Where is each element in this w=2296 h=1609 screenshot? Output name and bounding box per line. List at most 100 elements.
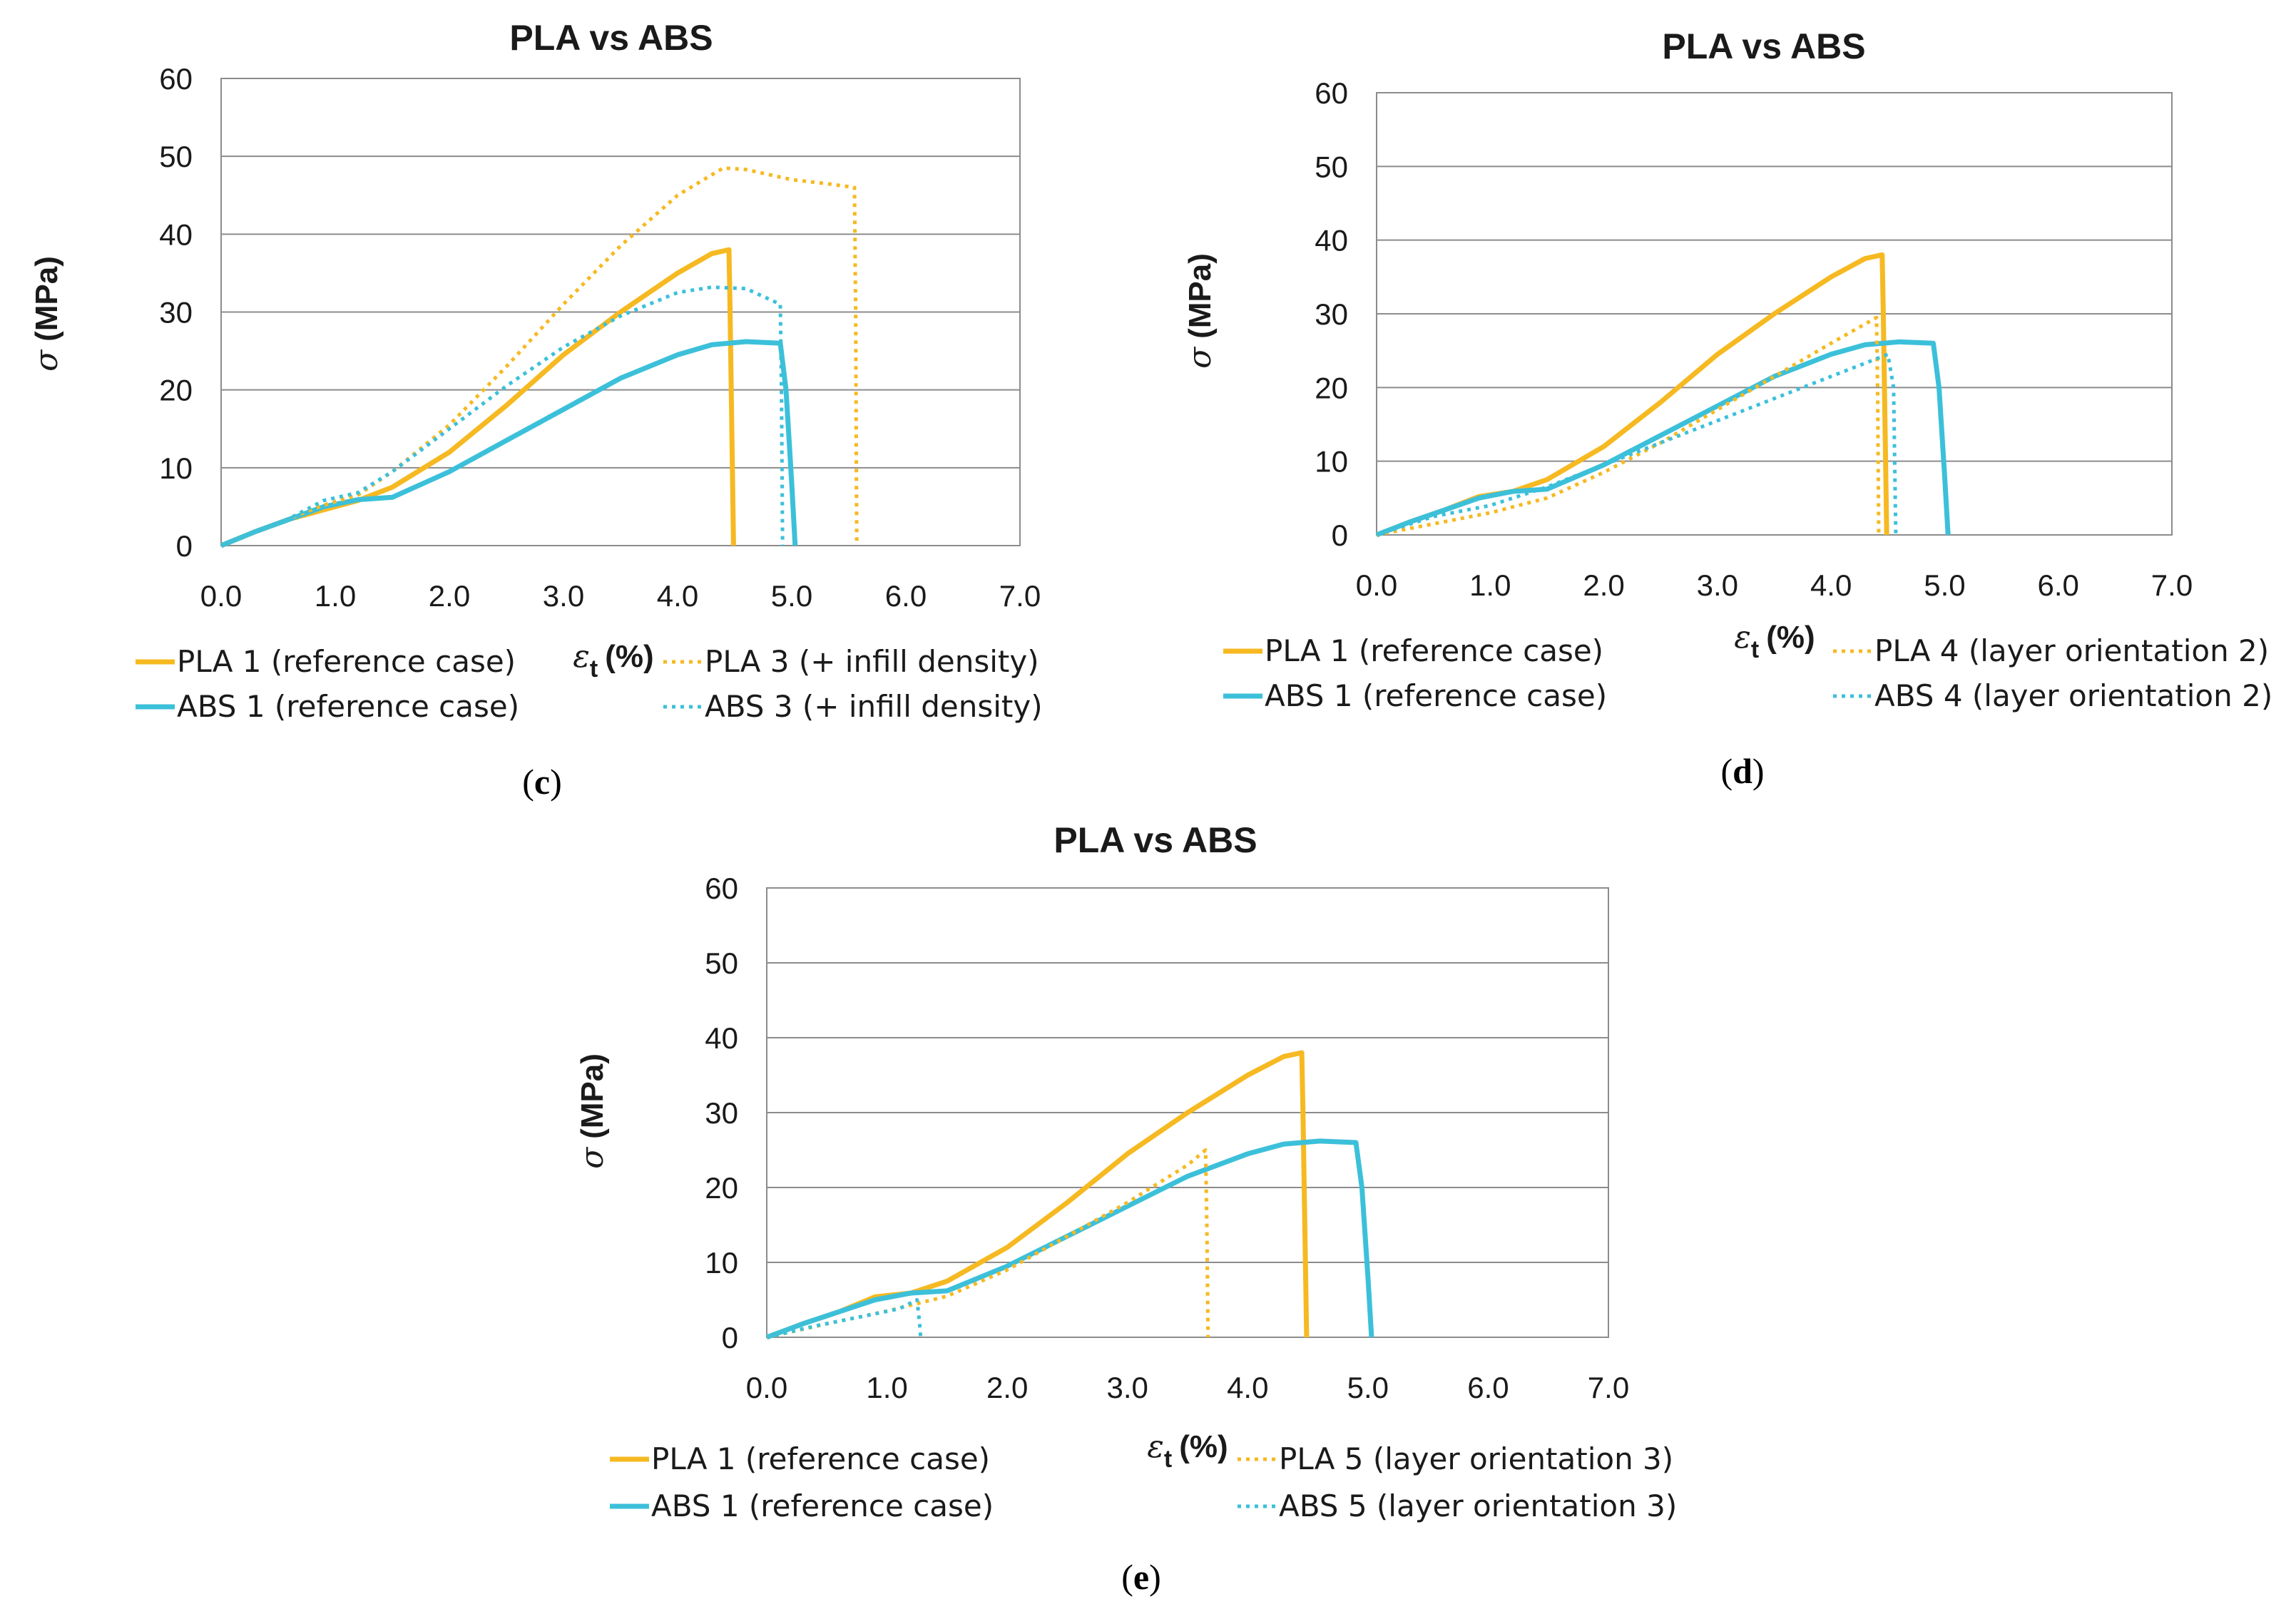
legend-label: PLA 5 (layer orientation 3) [1279,1441,1673,1476]
y-tick-label: 40 [159,218,193,251]
legend-item: ABS 1 (reference case) [136,689,519,724]
legend-item: ABS 4 (layer orientation 2) [1833,678,2272,713]
y-tick-label: 40 [705,1021,738,1055]
series-line-abs-1 [1375,339,1951,538]
y-axis-unit: (MPa) [1183,253,1218,339]
legend-item: PLA 5 (layer orientation 3) [1238,1441,1673,1476]
legend-item: PLA 1 (reference case) [136,644,516,679]
x-tick-label: 3.0 [543,579,584,613]
legend-item: ABS 1 (reference case) [610,1488,994,1523]
y-tick-label: 10 [1315,445,1348,479]
x-tick-label: 2.0 [1583,568,1624,602]
series-line-abs-1 [765,1138,1374,1340]
chart-title: PLA vs ABS [509,18,713,58]
x-tick-label: 3.0 [1697,568,1738,602]
y-axis-unit: (MPa) [575,1053,610,1139]
y-tick-label: 10 [705,1246,738,1279]
plot-frame [220,78,1021,546]
x-axis-unit: (%) [1766,620,1815,655]
series-line-pla-1 [1375,252,1889,538]
panel-letter: e [1133,1557,1149,1597]
chart-panel-e: PLA vs ABS 0 10 20 30 40 50 60 0.0 1.0 2.0 3.0 4.0 5.… [574,820,1677,1597]
x-axis-label: εt (%) [573,638,653,683]
y-tick-label: 0 [722,1321,738,1354]
y-tick-label: 20 [1315,371,1348,404]
series-line-pla-1 [765,1050,1310,1340]
x-tick-label: 6.0 [2038,568,2079,602]
y-tick-label: 0 [1332,519,1348,552]
legend-item: ABS 3 (+ infill density) [663,689,1043,724]
legend-label: PLA 1 (reference case) [651,1441,990,1476]
x-axis-unit: (%) [1179,1429,1228,1464]
x-tick-label: 0.0 [1356,568,1397,602]
x-axis-symbol: ε [573,638,590,675]
legend-label: ABS 4 (layer orientation 2) [1874,678,2272,713]
x-axis-subscript: t [1164,1446,1172,1473]
legend-item: PLA 3 (+ infill density) [663,644,1039,679]
x-tick-label: 4.0 [1810,568,1852,602]
x-axis-subscript: t [1751,636,1759,663]
panel-paren: ( [1121,1557,1133,1597]
y-axis-label: σ (MPa) [574,1053,611,1169]
x-tick-label: 0.0 [746,1371,787,1404]
panel-letter: c [534,762,550,802]
y-tick-label: 50 [1315,150,1348,183]
y-axis-label: σ (MPa) [29,256,65,372]
series-line-abs-3 [220,285,785,548]
y-axis-symbol: σ [29,349,65,372]
x-tick-label: 1.0 [1469,568,1511,602]
legend-label: ABS 3 (+ infill density) [705,689,1043,724]
x-tick-label: 5.0 [1347,1371,1389,1404]
panel-paren: ) [1149,1557,1161,1597]
chart-title: PLA vs ABS [1053,820,1257,860]
y-tick-label: 50 [705,946,738,980]
x-tick-label: 2.0 [429,579,470,613]
x-tick-label: 5.0 [1924,568,1965,602]
legend-label: PLA 4 (layer orientation 2) [1874,633,2269,668]
legend-label: PLA 3 (+ infill density) [705,644,1039,679]
panel-label: (c) [522,762,562,802]
panel-paren: ( [1720,751,1733,791]
x-tick-label: 1.0 [866,1371,907,1404]
y-tick-label: 10 [159,451,193,485]
y-axis-symbol: σ [574,1146,611,1169]
chart-panel-d: PLA vs ABS 0 10 20 30 40 50 60 0.0 1.0 2.0 3.0 4.0 5.… [1182,26,2272,791]
y-axis-label: σ (MPa) [1182,253,1218,369]
plot-frame [766,887,1609,1338]
legend-item: PLA 1 (reference case) [1223,633,1603,668]
x-tick-label: 7.0 [1588,1371,1629,1404]
x-axis-label: εt (%) [1734,619,1815,663]
y-tick-label: 60 [1315,76,1348,110]
legend-item: PLA 4 (layer orientation 2) [1833,633,2269,668]
x-tick-label: 5.0 [771,579,812,613]
panel-label: (d) [1720,751,1764,791]
legend-label: PLA 1 (reference case) [1265,633,1603,668]
legend-item: ABS 1 (reference case) [1223,678,1607,713]
series-line-pla-5 [766,1148,1210,1339]
y-tick-label: 0 [176,529,193,563]
y-axis-unit: (MPa) [29,256,64,342]
y-tick-label: 20 [159,374,193,407]
y-tick-label: 40 [1315,224,1348,257]
x-axis-label: εt (%) [1147,1429,1228,1473]
y-tick-label: 50 [159,140,193,173]
series-line-abs-4 [1376,352,1898,537]
legend-label: ABS 1 (reference case) [1265,678,1607,713]
x-tick-label: 0.0 [200,579,242,613]
panel-paren: ( [522,762,534,802]
x-tick-label: 4.0 [657,579,698,613]
panel-label: (e) [1121,1557,1161,1597]
legend-label: PLA 1 (reference case) [177,644,516,679]
x-axis-symbol: ε [1147,1429,1164,1465]
x-tick-label: 6.0 [1467,1371,1509,1404]
x-axis-symbol: ε [1734,619,1751,655]
x-axis-unit: (%) [605,639,653,674]
panel-paren: ) [550,762,562,802]
legend-label: ABS 1 (reference case) [651,1488,994,1523]
chart-title: PLA vs ABS [1662,26,1865,66]
legend-label: ABS 5 (layer orientation 3) [1279,1488,1677,1523]
x-tick-label: 7.0 [999,579,1041,613]
chart-panel-c: PLA vs ABS 0 10 20 30 40 50 60 0.0 1.0 2.0 3.0 4.0 5.… [29,18,1043,802]
y-tick-label: 30 [159,296,193,330]
